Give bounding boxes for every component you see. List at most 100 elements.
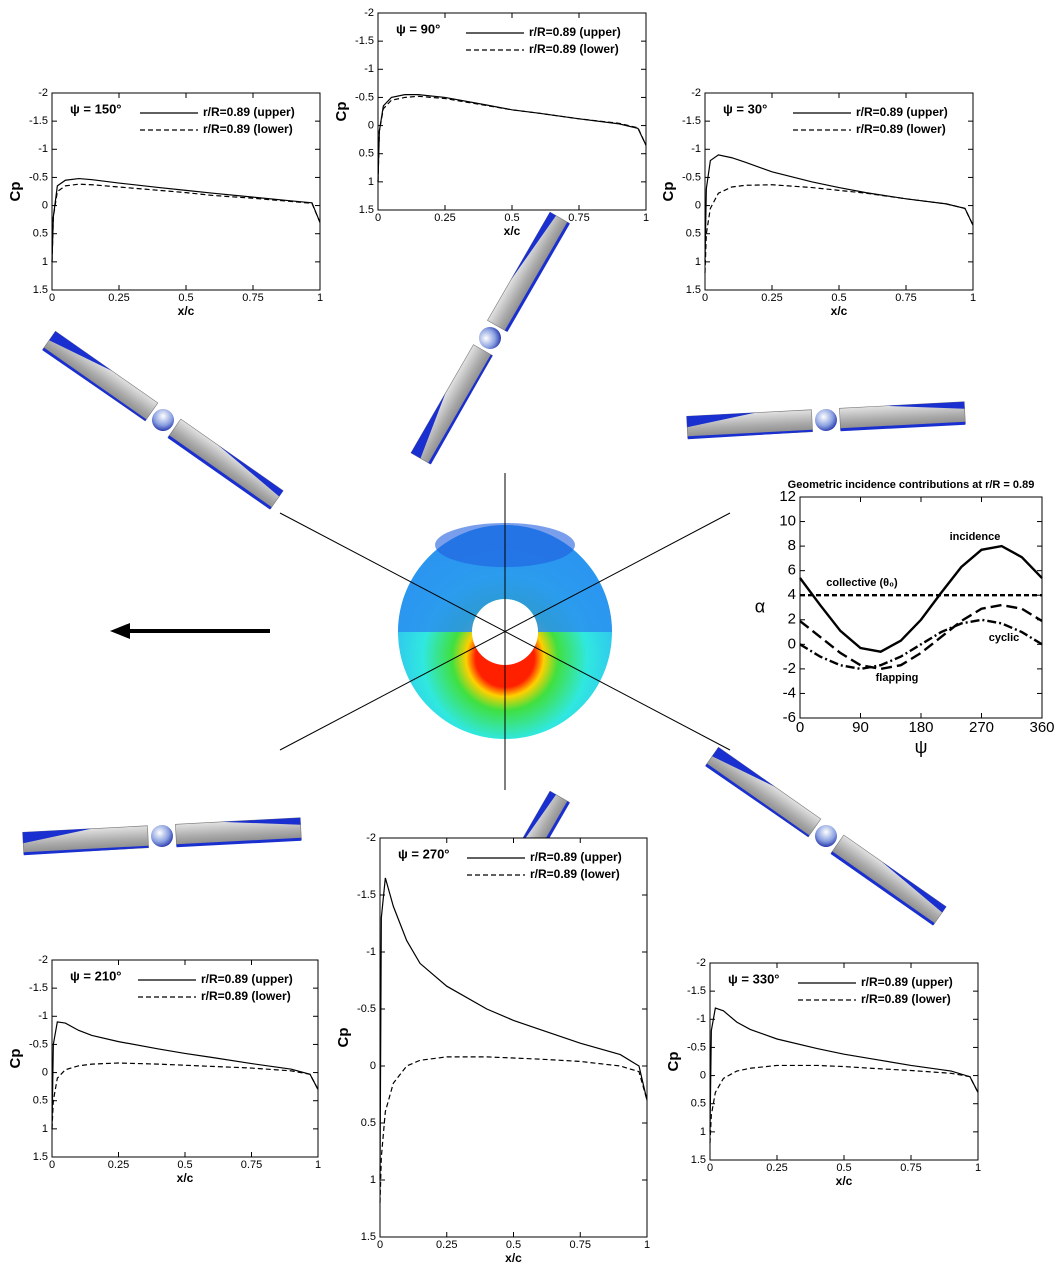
x-axis-label: x/c <box>505 1251 522 1265</box>
y-tick-label: 1.5 <box>686 284 701 296</box>
x-tick-label: 0.25 <box>108 1159 129 1171</box>
x-tick-label: 0.25 <box>761 292 782 304</box>
x-tick-label: 0.75 <box>570 1239 591 1251</box>
y-tick-label: -0.5 <box>682 171 701 183</box>
y-tick-label: 0 <box>42 1066 48 1078</box>
rotor-330 <box>705 747 946 925</box>
series-label: flapping <box>876 672 919 684</box>
y-tick-label: -0.5 <box>687 1041 706 1053</box>
chart-title: ψ = 210° <box>70 968 122 983</box>
x-tick-label: 0 <box>707 1162 713 1174</box>
chart-title: ψ = 90° <box>396 21 440 36</box>
y-tick-label: 0.5 <box>691 1098 706 1110</box>
y-tick-label: -1.5 <box>355 35 374 47</box>
chart: -2-1.5-1-0.500.511.500.250.50.751ψ = 270… <box>335 832 650 1265</box>
legend-label: r/R=0.89 (lower) <box>201 989 291 1003</box>
x-tick-label: 0 <box>377 1239 383 1251</box>
series-label: collective (θ₀) <box>826 577 898 589</box>
legend-label: r/R=0.89 (lower) <box>861 992 951 1006</box>
chart: -6-4-2024681012090180270360Geometric inc… <box>755 479 1055 757</box>
y-tick-label: 0 <box>368 119 374 131</box>
y-tick-label: 1 <box>42 256 48 268</box>
y-tick-label: 1.5 <box>33 284 48 296</box>
azimuth-lines <box>280 473 730 790</box>
y-tick-label: 0.5 <box>33 228 48 240</box>
x-tick-label: 360 <box>1029 719 1054 736</box>
y-tick-label: -2 <box>696 957 706 969</box>
y-tick-label: 0 <box>695 199 701 211</box>
legend-label: r/R=0.89 (upper) <box>856 105 948 119</box>
x-tick-label: 1 <box>970 292 976 304</box>
x-axis-label: ψ <box>915 737 928 757</box>
legend-label: r/R=0.89 (lower) <box>856 122 946 136</box>
series-label: incidence <box>950 531 1001 543</box>
y-tick-label: -1 <box>691 143 701 155</box>
plot-frame <box>800 497 1042 718</box>
figure: -2-1.5-1-0.500.511.500.250.50.751ψ = 150… <box>0 0 1057 1266</box>
y-tick-label: -2 <box>38 954 48 966</box>
x-tick-label: 0.5 <box>831 292 846 304</box>
x-axis-label: x/c <box>178 304 195 318</box>
chart-title: ψ = 330° <box>728 971 780 986</box>
y-tick-label: 0.5 <box>361 1117 376 1129</box>
x-tick-label: 0 <box>796 719 804 736</box>
x-tick-label: 0.75 <box>568 212 589 224</box>
rotor-30 <box>687 402 966 440</box>
y-axis-label: Cp <box>7 182 24 202</box>
y-tick-label: -1.5 <box>29 982 48 994</box>
x-tick-label: 1 <box>644 1239 650 1251</box>
y-tick-label: 4 <box>788 586 796 603</box>
x-tick-label: 0.25 <box>766 1162 787 1174</box>
y-tick-label: -1 <box>38 1010 48 1022</box>
y-tick-label: -2 <box>364 7 374 19</box>
x-tick-label: 180 <box>908 719 933 736</box>
y-tick-label: 1.5 <box>33 1151 48 1163</box>
chart-title: Geometric incidence contributions at r/R… <box>788 479 1035 491</box>
legend-label: r/R=0.89 (upper) <box>201 972 293 986</box>
x-tick-label: 0.75 <box>895 292 916 304</box>
legend-label: r/R=0.89 (upper) <box>203 105 295 119</box>
y-tick-label: -2 <box>783 660 796 677</box>
y-tick-label: -1.5 <box>682 115 701 127</box>
y-tick-label: 0 <box>700 1069 706 1081</box>
x-tick-label: 0 <box>49 292 55 304</box>
rotor-150 <box>42 331 283 509</box>
legend-label: r/R=0.89 (upper) <box>530 850 622 864</box>
y-tick-label: 0.5 <box>359 148 374 160</box>
y-tick-label: 2 <box>788 611 796 628</box>
y-tick-label: 10 <box>779 513 796 530</box>
x-axis-label: x/c <box>504 224 521 238</box>
y-tick-label: -0.5 <box>357 1003 376 1015</box>
x-tick-label: 0.75 <box>900 1162 921 1174</box>
y-tick-label: -2 <box>38 87 48 99</box>
legend-label: r/R=0.89 (lower) <box>529 42 619 56</box>
y-tick-label: 0.5 <box>33 1095 48 1107</box>
y-axis-label: α <box>755 596 765 616</box>
legend-label: r/R=0.89 (upper) <box>529 25 621 39</box>
y-tick-label: -2 <box>366 832 376 844</box>
y-tick-label: -4 <box>783 684 796 701</box>
x-tick-label: 270 <box>969 719 994 736</box>
y-axis-label: Cp <box>665 1052 682 1072</box>
legend-label: r/R=0.89 (lower) <box>203 122 293 136</box>
x-tick-label: 0.5 <box>506 1239 521 1251</box>
y-tick-label: 0.5 <box>686 228 701 240</box>
x-tick-label: 0.25 <box>108 292 129 304</box>
y-tick-label: 0 <box>42 199 48 211</box>
x-axis-label: x/c <box>831 304 848 318</box>
y-tick-label: -2 <box>691 87 701 99</box>
x-tick-label: 1 <box>975 1162 981 1174</box>
x-tick-label: 1 <box>643 212 649 224</box>
y-tick-label: 1 <box>370 1174 376 1186</box>
x-tick-label: 0 <box>49 1159 55 1171</box>
y-tick-label: -0.5 <box>29 1038 48 1050</box>
chart-title: ψ = 30° <box>723 101 767 116</box>
y-tick-label: -1 <box>696 1013 706 1025</box>
x-tick-label: 0 <box>375 212 381 224</box>
rotor-210 <box>23 818 302 856</box>
y-axis-label: Cp <box>333 102 350 122</box>
y-tick-label: 1.5 <box>359 204 374 216</box>
